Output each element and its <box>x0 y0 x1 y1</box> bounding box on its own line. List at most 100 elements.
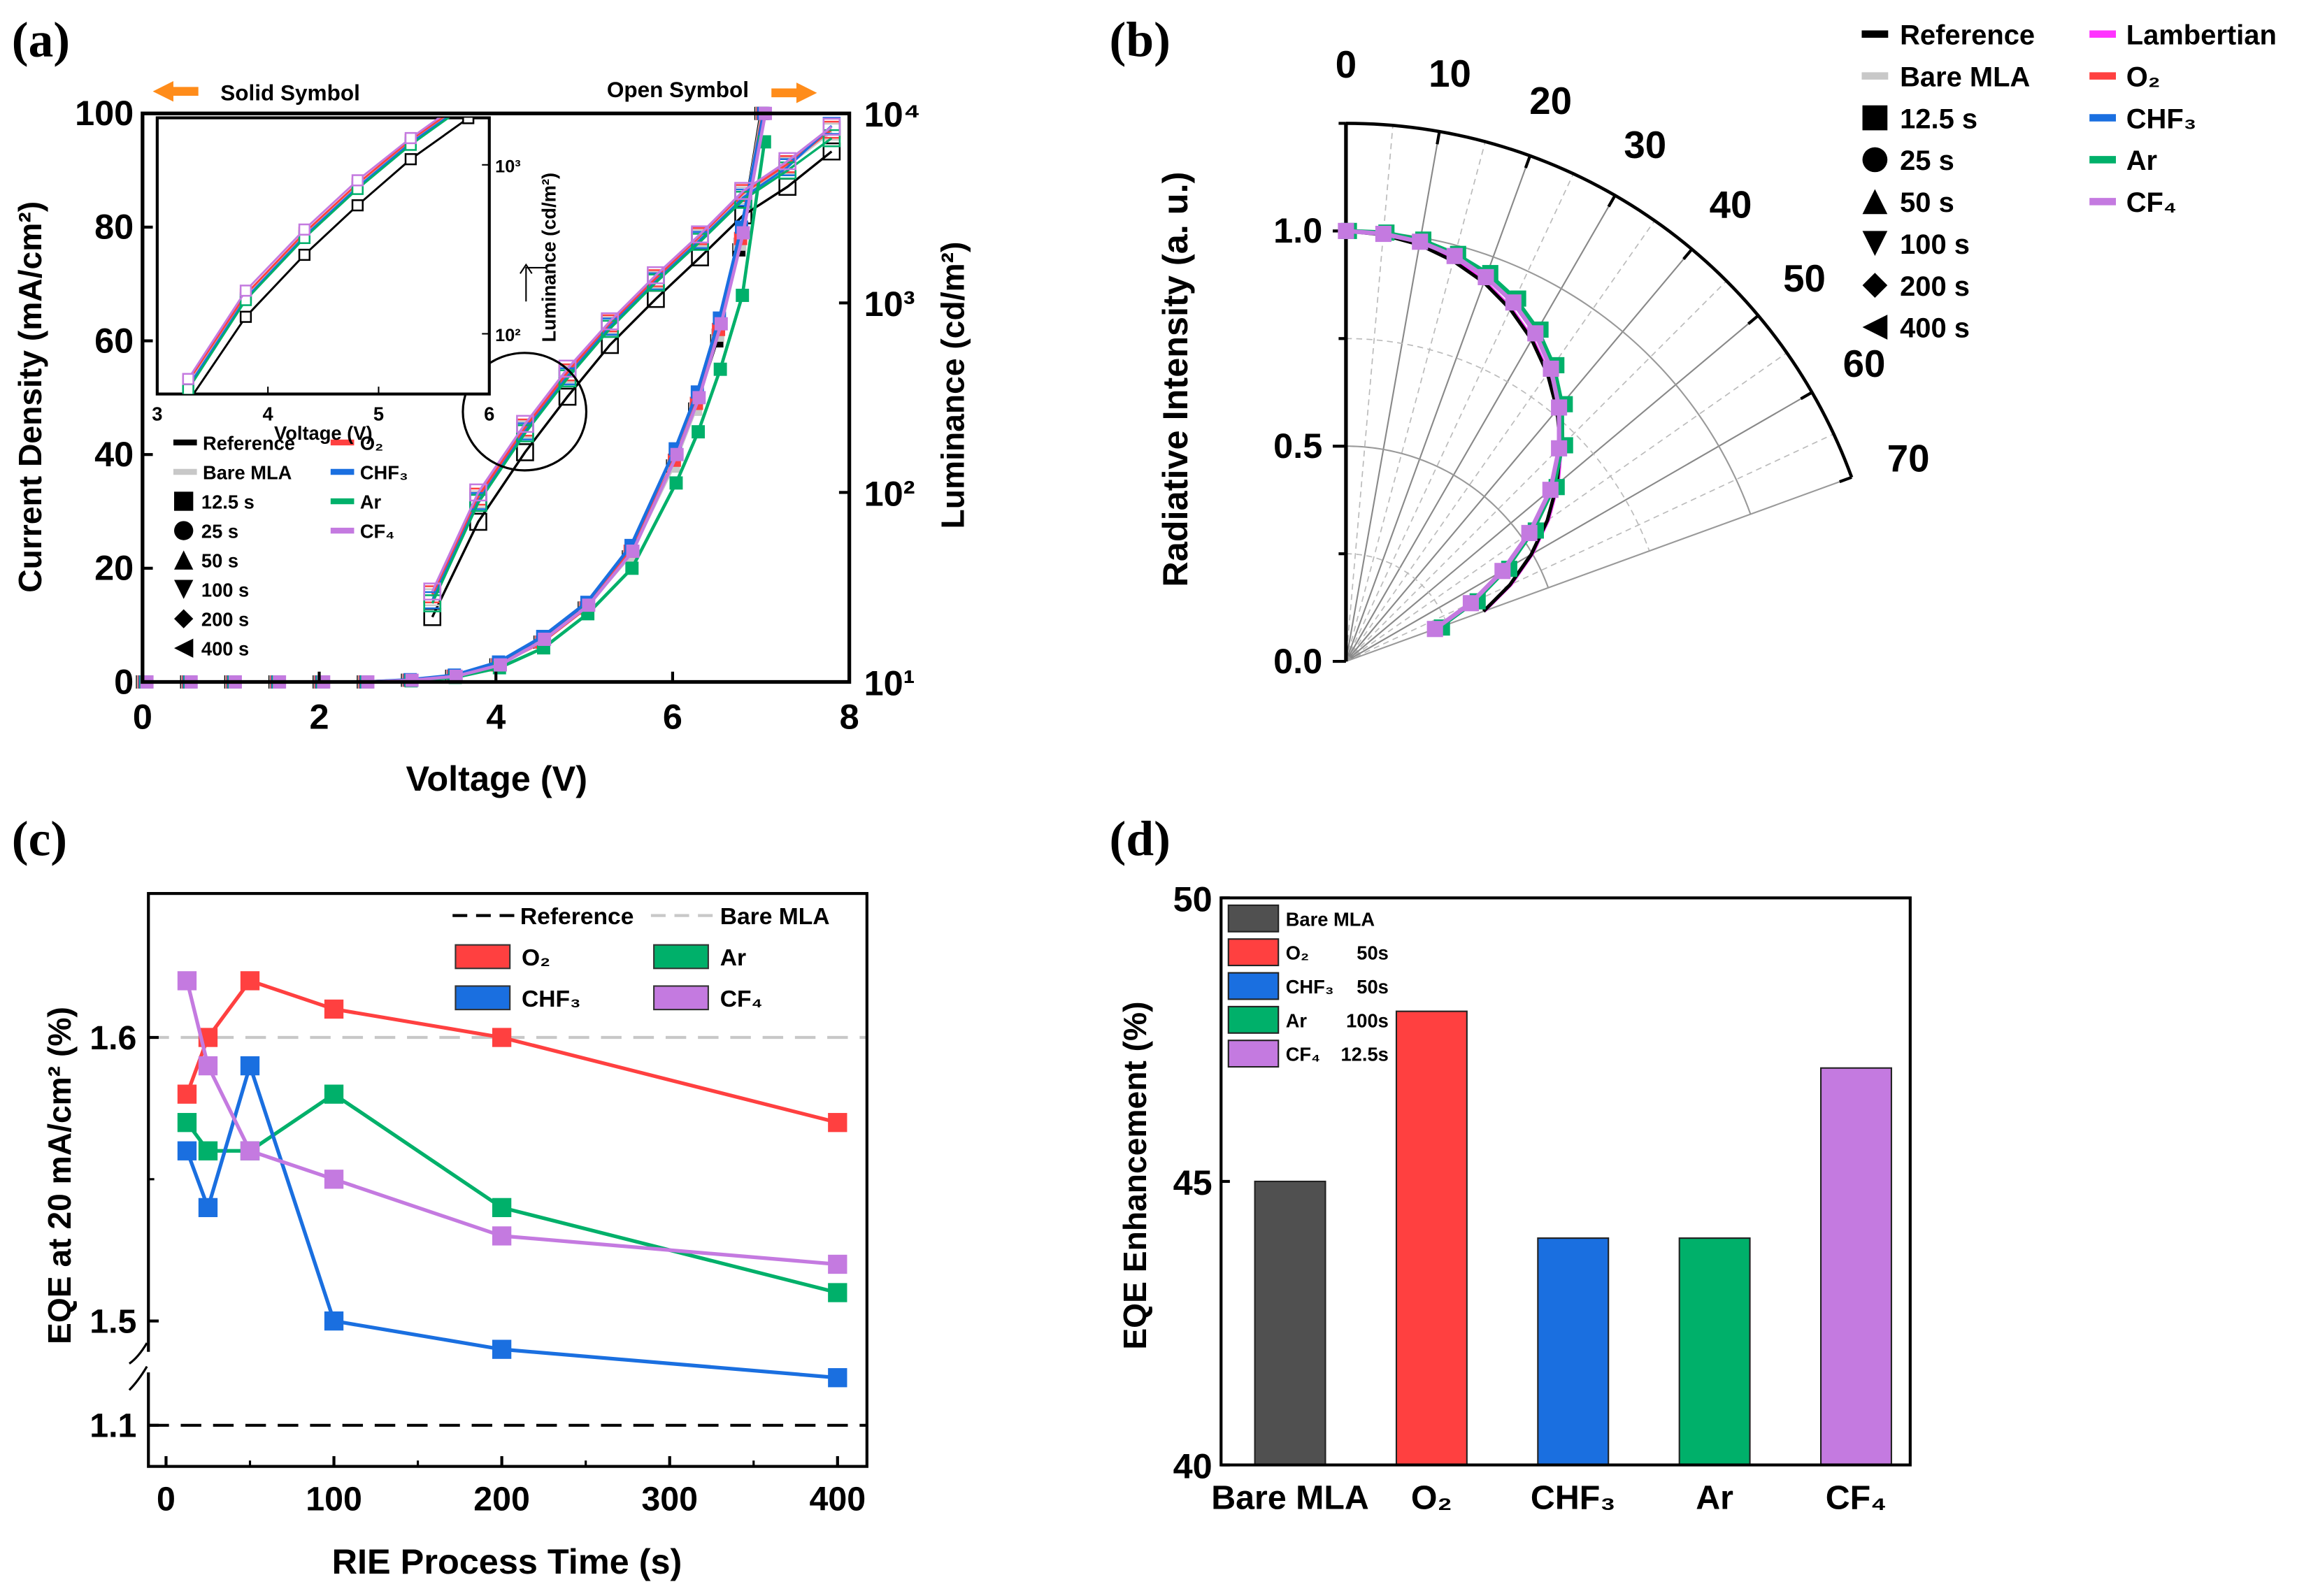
polar-marker <box>1542 482 1559 498</box>
series-CF₄ <box>1338 222 1568 638</box>
inset-marker <box>463 92 473 102</box>
angle-tick-label: 30 <box>1624 124 1666 166</box>
data-marker <box>324 999 344 1019</box>
jv-marker <box>626 544 640 558</box>
panel-label: (c) <box>12 811 67 866</box>
y-tick-label: 60 <box>94 320 134 360</box>
inset-line <box>187 117 445 382</box>
legend-label: Bare MLA <box>720 904 830 930</box>
inset-marker <box>182 383 194 394</box>
lv-line <box>431 150 833 618</box>
data-marker <box>492 1198 512 1218</box>
y2-tick-label: 10² <box>864 473 915 513</box>
x-tick-label: 2 <box>310 697 329 737</box>
legend-label: CF₄ <box>360 521 394 542</box>
inset-marker <box>628 0 638 3</box>
legend-label: CHF₃ <box>522 986 581 1012</box>
legend-label: Bare MLA <box>203 461 292 483</box>
inset-marker <box>239 310 252 323</box>
legend-label: CF₄ <box>1286 1044 1320 1065</box>
inset-marker <box>518 62 529 73</box>
legend-swatch-icon <box>1227 1040 1280 1068</box>
legend-label: 100 s <box>201 580 249 601</box>
bar-0 <box>1254 1180 1326 1466</box>
angle-tick-label: 0 <box>1336 43 1357 86</box>
inset-marker <box>463 97 473 108</box>
lv-marker <box>822 117 841 136</box>
inset-x-tick-label: 4 <box>263 403 274 424</box>
lv-marker <box>516 415 534 433</box>
inset-marker <box>573 20 583 31</box>
radial-gridline <box>1345 220 1656 662</box>
data-marker <box>492 1028 512 1047</box>
x-tick-label: 400 <box>809 1481 866 1518</box>
lv-marker <box>647 266 665 285</box>
legend-label: 200 s <box>201 609 249 631</box>
series-Ar <box>177 1084 847 1302</box>
y-axis-label: Radiative Intensity (a. u.) <box>1155 172 1195 587</box>
lv-line <box>431 131 833 598</box>
data-marker <box>492 1226 512 1246</box>
bar-2 <box>1537 1237 1610 1466</box>
inset-line <box>187 117 441 380</box>
panel-b-plot <box>1332 30 2117 663</box>
x-axis-label: Voltage (V) <box>406 759 587 798</box>
inset-marker <box>239 285 252 297</box>
legend-b <box>1861 30 2117 340</box>
legend-time: 12.5s <box>1341 1044 1389 1065</box>
inset-marker <box>518 60 529 71</box>
right-arrow-icon <box>771 82 817 103</box>
inset-x-tick-label: 5 <box>373 403 384 424</box>
legend-label: 25 s <box>1900 145 1954 176</box>
edge-line <box>1345 476 1852 663</box>
panel-label: (d) <box>1110 811 1171 866</box>
radial-gridline <box>1345 125 1394 662</box>
radial-gridline <box>1345 155 1531 662</box>
legend-swatch-icon <box>1227 904 1280 933</box>
angle-tick-label: 60 <box>1843 343 1886 385</box>
polar-marker <box>1551 399 1568 416</box>
legend-label: 12.5 s <box>201 491 255 513</box>
y2-tick-label: 10³ <box>864 284 915 324</box>
radial-gridline <box>1345 352 1787 662</box>
data-marker <box>177 1084 197 1104</box>
legend-swatch-icon <box>455 944 511 970</box>
lv-line <box>431 129 833 595</box>
inset-x-tick-label: 6 <box>484 403 494 424</box>
inset-y-tick-label: 10³ <box>495 157 520 176</box>
legend-time: 50s <box>1357 942 1389 964</box>
inset-marker <box>298 223 311 236</box>
inset-marker <box>404 153 417 166</box>
category-label: CF₄ <box>1826 1479 1887 1517</box>
inset-arrow-icon <box>520 263 547 302</box>
polar-marker <box>1551 440 1568 456</box>
legend-label: Ar <box>360 491 382 513</box>
legend-label: 25 s <box>201 521 238 542</box>
x-axis-label: RIE Process Time (s) <box>332 1541 682 1581</box>
radial-gridline <box>1345 131 1440 662</box>
panel-a-plot <box>136 0 852 689</box>
jv-marker <box>736 226 750 240</box>
legend-label: 200 s <box>1900 271 1970 302</box>
series-CF₄ <box>177 971 847 1274</box>
lv-marker <box>469 483 487 502</box>
radial-tick-label: 1.0 <box>1273 210 1322 250</box>
legend-time: 50s <box>1357 976 1389 998</box>
jv-marker <box>582 598 596 612</box>
data-marker <box>177 1113 197 1133</box>
x-tick-label: 4 <box>486 697 506 737</box>
jv-marker <box>736 289 750 302</box>
inset-x-label: Voltage (V) <box>274 422 373 444</box>
legend-symbol-icon <box>1862 231 1888 257</box>
data-marker <box>240 1056 260 1076</box>
radial-gridline <box>1345 141 1486 662</box>
inset-marker <box>462 117 475 124</box>
y-tick-label: 1.6 <box>90 1019 136 1057</box>
x-tick-label: 0 <box>133 697 152 737</box>
lv-marker <box>691 225 709 244</box>
inset-line <box>192 117 471 394</box>
inset-marker <box>351 174 364 187</box>
panel-d-plot <box>1219 896 1912 1467</box>
angle-tick-label: 20 <box>1529 80 1572 122</box>
legend-label: 400 s <box>201 638 249 660</box>
